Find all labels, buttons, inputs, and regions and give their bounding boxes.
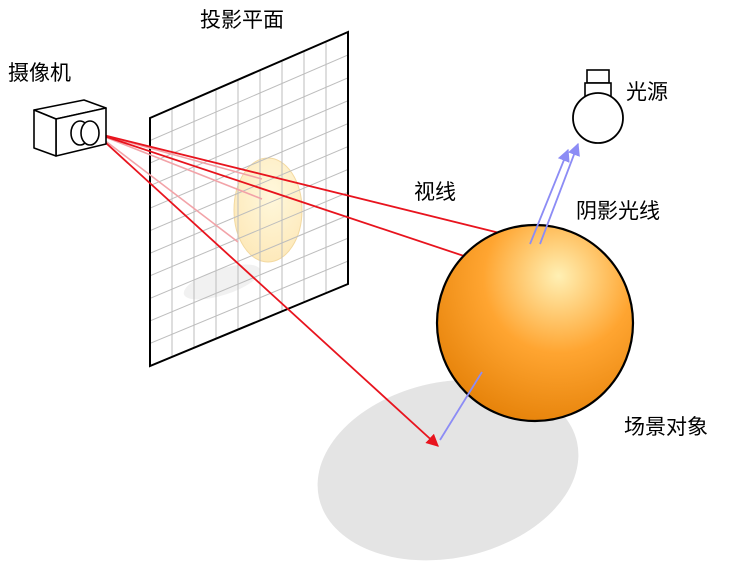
view-ray-mid — [94, 132, 490, 267]
grid-line-horizontal — [150, 77, 348, 164]
projection-plane-label: 投影平面 — [200, 8, 284, 32]
light-bulb-icon — [572, 69, 624, 144]
grid-line-horizontal — [150, 260, 348, 344]
scene-object-label: 场景对象 — [624, 415, 708, 439]
scene-object-sphere — [435, 223, 635, 423]
sphere-shadow — [317, 379, 579, 561]
view-ray-bottom — [94, 132, 439, 447]
view-rays — [94, 132, 530, 447]
grid-line-horizontal — [150, 214, 348, 299]
shadow-ray-label: 阴影光线 — [576, 199, 660, 223]
grid-line-horizontal — [150, 123, 348, 209]
light-source-label: 光源 — [626, 80, 668, 104]
view-ray-top — [94, 132, 530, 244]
shadow-ray-2 — [539, 142, 580, 245]
camera-icon — [33, 99, 107, 157]
grid-line-horizontal — [150, 100, 348, 187]
shadow-ray-1 — [529, 148, 570, 245]
projection-plane — [149, 30, 349, 368]
view-ray-label: 视线 — [414, 180, 456, 204]
grid-line-horizontal — [150, 146, 348, 232]
grid-line-horizontal — [150, 54, 348, 142]
shadow-ray-blocked — [439, 371, 483, 441]
camera-label: 摄像机 — [8, 61, 71, 85]
shadow-rays — [439, 142, 580, 441]
grid-line-horizontal — [150, 168, 348, 254]
grid-line-horizontal — [150, 237, 348, 322]
